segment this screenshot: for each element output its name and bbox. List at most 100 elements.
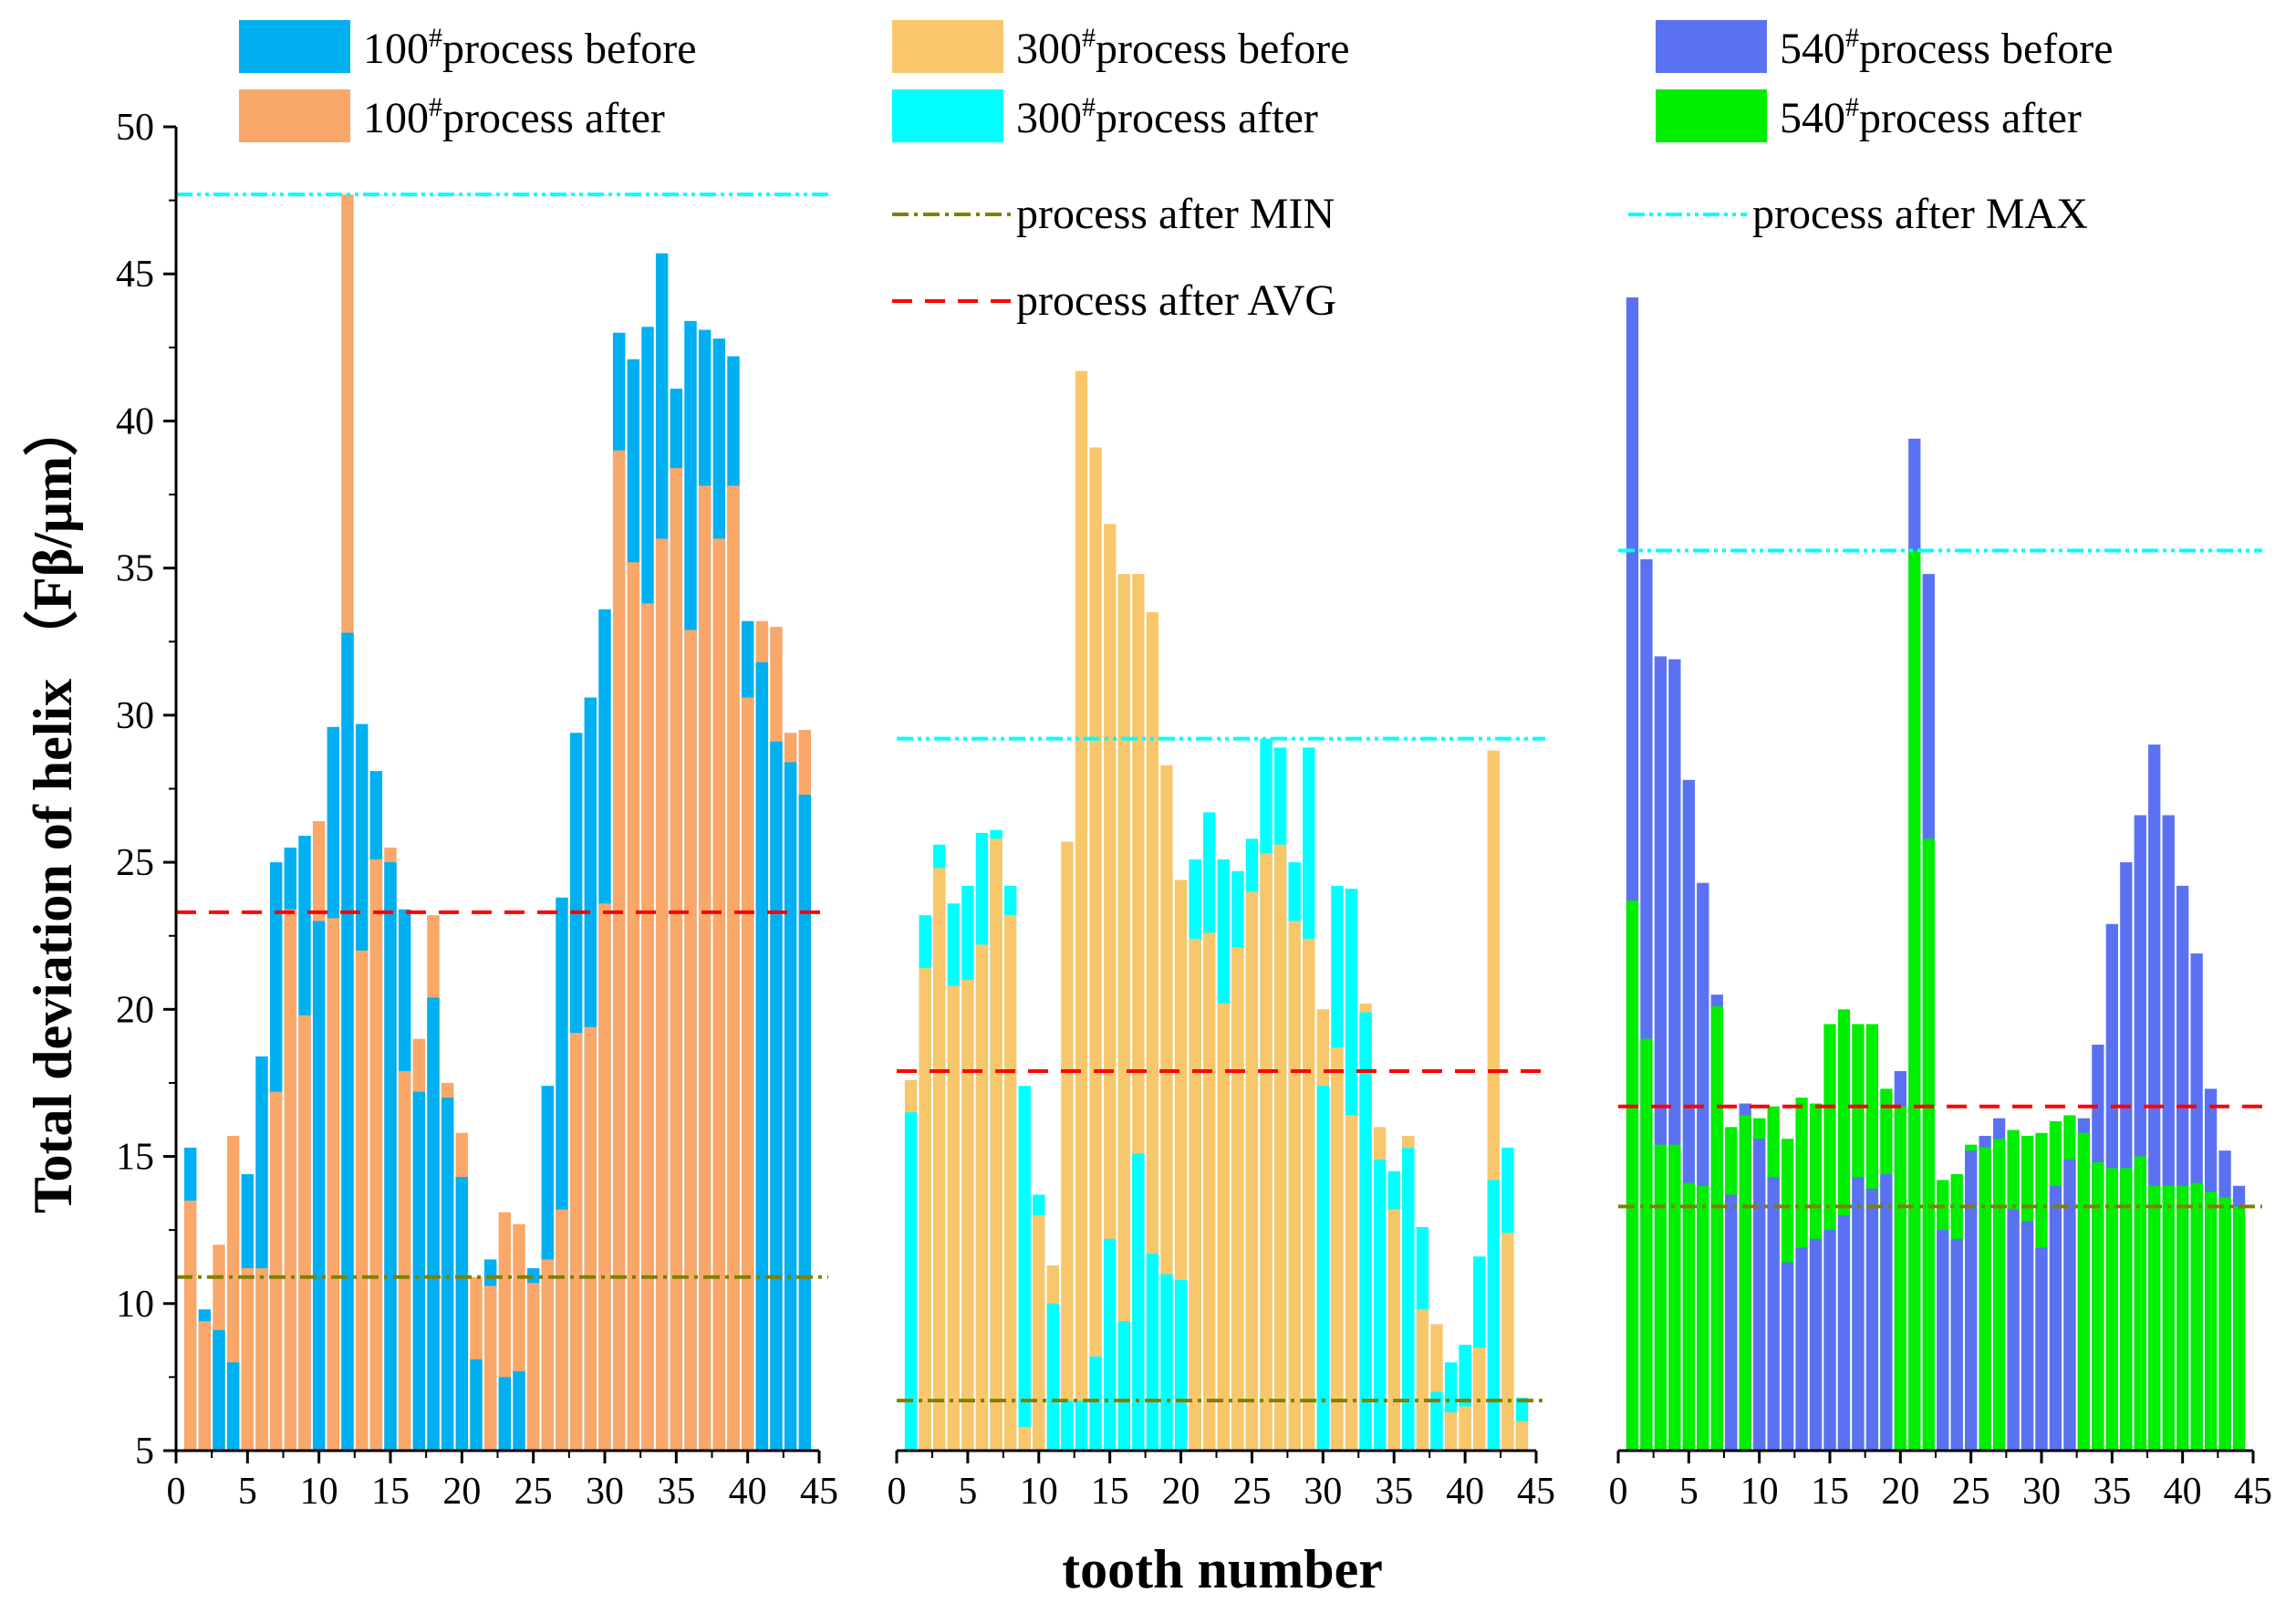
x-tick-label: 40 xyxy=(729,1471,767,1513)
bar-after-tooth-15 xyxy=(1103,1238,1117,1451)
x-tick-label: 30 xyxy=(1304,1471,1342,1513)
bar-before-tooth-10 xyxy=(312,921,326,1451)
x-tick-label: 5 xyxy=(238,1471,257,1513)
bar-before-tooth-32 xyxy=(1345,1115,1358,1451)
bar-after-tooth-16 xyxy=(398,1071,411,1451)
legend-sup: # xyxy=(1082,92,1096,122)
bar-before-tooth-26 xyxy=(1260,853,1273,1451)
legend-number: 100 xyxy=(363,25,429,73)
x-tick-label: 10 xyxy=(1020,1471,1058,1513)
x-tick-label: 45 xyxy=(800,1471,838,1513)
legend-item-min_line: process after MIN xyxy=(892,190,1335,238)
bar-after-tooth-1 xyxy=(1626,900,1639,1451)
legend-item-540_after: 540#process after xyxy=(1656,89,2082,142)
panel-540: 0 5 10 15 20 25 30 35 40 45 xyxy=(1609,297,2272,1513)
bar-after-tooth-29 xyxy=(584,1026,597,1451)
x-tick-label: 0 xyxy=(167,1471,186,1513)
bar-before-tooth-18 xyxy=(1146,612,1159,1451)
legend-item-100_after: 100#process after xyxy=(239,89,665,142)
bar-after-tooth-25 xyxy=(526,1283,540,1451)
bar-after-tooth-17 xyxy=(1132,1153,1145,1451)
bar-after-tooth-19 xyxy=(1160,1274,1173,1451)
y-tick-label: 35 xyxy=(116,548,154,590)
bars xyxy=(904,370,1529,1452)
bars xyxy=(1626,297,2246,1451)
reference-lines xyxy=(897,736,1545,1403)
legend-label: 540#process before xyxy=(1780,23,2114,73)
bar-after-tooth-13 xyxy=(1075,1400,1088,1451)
x-tick-label: 15 xyxy=(371,1471,410,1513)
legend-text: process after xyxy=(1859,94,2082,142)
bar-after-tooth-26 xyxy=(1979,1147,1991,1451)
bar-before-tooth-40 xyxy=(1459,1406,1471,1451)
bar-after-tooth-16 xyxy=(1117,1321,1130,1451)
bar-after-tooth-36 xyxy=(684,630,697,1451)
bar-before-tooth-13 xyxy=(1795,1247,1808,1451)
legend-item-300_before: 300#process before xyxy=(892,20,1350,73)
bar-after-tooth-2 xyxy=(198,1321,212,1451)
bar-after-tooth-14 xyxy=(369,859,383,1451)
bar-before-tooth-24 xyxy=(1950,1238,1963,1451)
x-tick-label: 15 xyxy=(1091,1471,1129,1513)
x-tick-label: 10 xyxy=(300,1471,338,1513)
y-tick-label: 25 xyxy=(116,842,154,884)
legend-sup: # xyxy=(429,92,442,122)
x-tick-label: 0 xyxy=(1609,1471,1628,1513)
axes: 0 5 10 15 20 25 30 35 40 45 xyxy=(888,1449,1555,1513)
bar-after-tooth-27 xyxy=(1992,1139,2006,1451)
x-axis-label: tooth number xyxy=(1062,1539,1383,1599)
x-tick-label: 45 xyxy=(2234,1471,2272,1513)
bar-before-tooth-32 xyxy=(2063,1159,2076,1451)
bar-before-tooth-15 xyxy=(1103,524,1117,1451)
x-tick-label: 40 xyxy=(1446,1471,1484,1513)
legend-number: 300 xyxy=(1016,25,1082,73)
x-tick-label: 40 xyxy=(2164,1471,2202,1513)
x-tick-label: 45 xyxy=(1517,1471,1555,1513)
bar-after-tooth-40 xyxy=(741,697,754,1451)
legend-item-avg_line: process after AVG xyxy=(892,276,1336,325)
legend-item-300_after: 300#process after xyxy=(892,89,1318,142)
bar-after-tooth-21 xyxy=(1908,550,1921,1451)
bar-before-tooth-12 xyxy=(341,632,354,1451)
bar-before-tooth-7 xyxy=(990,838,1003,1451)
bar-after-tooth-30 xyxy=(1316,1086,1330,1451)
legend-sup: # xyxy=(1082,23,1096,53)
bar-before-tooth-15 xyxy=(384,862,397,1451)
legend-number: 300 xyxy=(1016,94,1082,142)
bars xyxy=(183,194,812,1452)
bar-after-tooth-22 xyxy=(1922,838,1935,1451)
bar-after-tooth-13 xyxy=(355,950,369,1451)
bar-after-tooth-40 xyxy=(2177,1185,2189,1451)
bar-before-tooth-12 xyxy=(1781,1262,1794,1451)
bar-after-tooth-5 xyxy=(1682,1182,1695,1451)
bar-before-tooth-31 xyxy=(2049,1185,2062,1451)
legend-label: 100#process before xyxy=(363,23,697,73)
bar-before-tooth-23 xyxy=(498,1377,512,1451)
x-tick-label: 30 xyxy=(586,1471,624,1513)
bar-before-tooth-27 xyxy=(1273,844,1287,1451)
bar-after-tooth-20 xyxy=(1894,1106,1906,1451)
bar-before-tooth-39 xyxy=(1444,1412,1458,1451)
bar-before-tooth-28 xyxy=(1288,921,1301,1451)
legend-text: process before xyxy=(1859,25,2114,73)
bar-before-tooth-42 xyxy=(770,741,783,1451)
bar-before-tooth-35 xyxy=(1387,1209,1400,1451)
bar-before-tooth-19 xyxy=(1880,1173,1893,1451)
bar-before-tooth-29 xyxy=(1303,938,1315,1451)
bar-after-tooth-14 xyxy=(1089,1356,1102,1451)
bar-before-tooth-18 xyxy=(427,997,440,1451)
bar-after-tooth-44 xyxy=(2232,1206,2246,1451)
x-tick-label: 20 xyxy=(1162,1471,1200,1513)
x-tick-label: 30 xyxy=(2022,1471,2061,1513)
bar-before-tooth-4 xyxy=(947,985,961,1451)
bar-before-tooth-8 xyxy=(1003,915,1017,1451)
bar-after-tooth-37 xyxy=(2134,1156,2146,1451)
bar-before-tooth-25 xyxy=(1965,1150,1978,1451)
y-tick-label: 5 xyxy=(135,1431,154,1473)
bar-before-tooth-21 xyxy=(1189,938,1201,1451)
legend-number: 540 xyxy=(1780,94,1845,142)
x-tick-label: 5 xyxy=(1679,1471,1699,1513)
bar-after-tooth-36 xyxy=(2120,1168,2133,1451)
